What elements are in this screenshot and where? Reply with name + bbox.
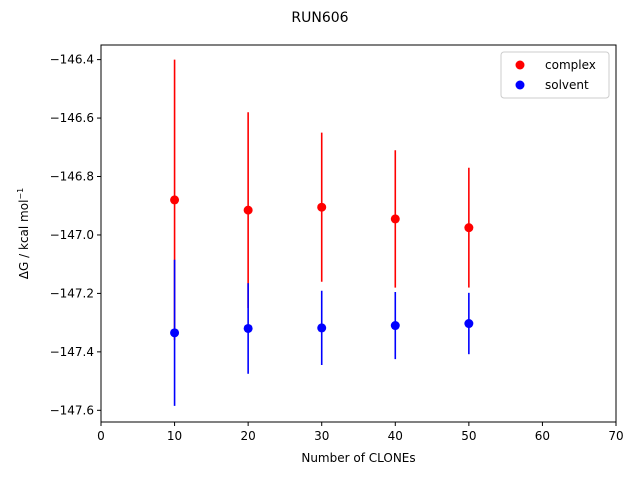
legend-label-complex: complex xyxy=(545,58,596,72)
y-tick-label: −146.4 xyxy=(50,53,94,67)
y-tick-label: −147.2 xyxy=(50,286,94,300)
solvent-point xyxy=(390,321,400,331)
y-tick-label: −147.4 xyxy=(50,345,94,359)
chart-title: RUN606 xyxy=(291,10,348,26)
complex-point xyxy=(170,195,180,205)
axes-frame xyxy=(100,44,617,423)
solvent-point xyxy=(170,328,180,338)
x-tick-label: 0 xyxy=(97,429,105,443)
complex-point xyxy=(317,202,327,212)
x-tick-label: 20 xyxy=(241,429,256,443)
complex-point xyxy=(464,223,474,233)
complex-point xyxy=(390,214,400,224)
legend-marker-complex xyxy=(515,60,525,70)
y-tick-label: −146.6 xyxy=(50,111,94,125)
x-tick-label: 70 xyxy=(608,429,623,443)
complex-point xyxy=(243,205,253,215)
plot-area: 0 10 20 30 40 50 60 70 −146.4 −146.6 −146.8 −147.0 −… xyxy=(50,53,624,443)
x-tick-label: 30 xyxy=(314,429,329,443)
solvent-point xyxy=(317,323,327,333)
legend-label-solvent: solvent xyxy=(545,78,589,92)
solvent-point xyxy=(243,323,253,333)
legend: complex solvent xyxy=(500,51,610,99)
x-tick-label: 10 xyxy=(167,429,182,443)
x-axis-label: Number of CLONEs xyxy=(301,451,415,465)
legend-box xyxy=(500,51,610,99)
x-tick-label: 50 xyxy=(461,429,476,443)
x-tick-label: 60 xyxy=(535,429,550,443)
y-tick-label: −146.8 xyxy=(50,170,94,184)
y-axis-label: ΔG / kcal mol−1 xyxy=(16,188,31,279)
y-tick-label: −147.6 xyxy=(50,403,94,417)
y-tick-label: −147.0 xyxy=(50,228,94,242)
x-tick-label: 40 xyxy=(388,429,403,443)
legend-marker-solvent xyxy=(515,80,525,90)
solvent-point xyxy=(464,319,474,329)
